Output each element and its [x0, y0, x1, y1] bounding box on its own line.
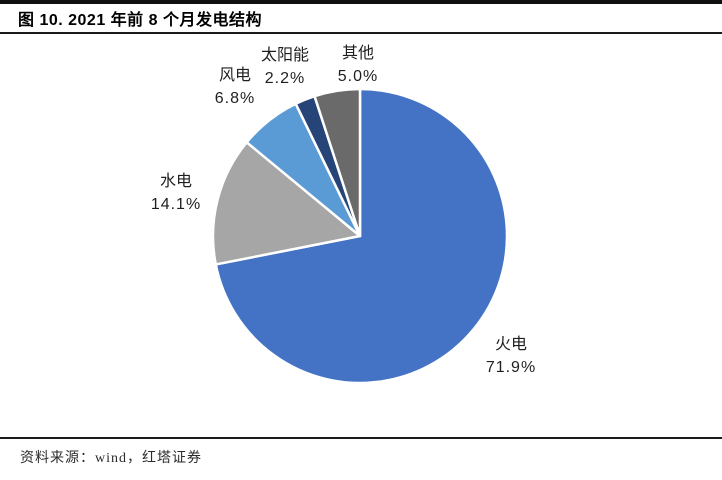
pie-label-thermal: 火电 71.9% — [456, 333, 566, 379]
pie-label-solar-pct: 2.2% — [264, 70, 306, 87]
pie-label-thermal-name: 火电 — [494, 336, 527, 353]
pie-label-other: 其他 5.0% — [303, 42, 413, 88]
pie-slice-1 — [211, 141, 362, 266]
pie-label-hydro-pct: 14.1% — [150, 196, 202, 213]
pie-label-hydro-name: 水电 — [159, 173, 192, 190]
pie-label-other-name: 其他 — [341, 45, 374, 62]
pie-label-hydro: 水电 14.1% — [121, 170, 231, 216]
title-divider-rule — [0, 32, 722, 34]
pie-label-other-pct: 5.0% — [337, 68, 379, 85]
pie-slice-0 — [214, 87, 509, 385]
pie-label-solar: 太阳能 2.2% — [230, 44, 340, 90]
pie-label-wind-pct: 6.8% — [214, 90, 256, 107]
pie-label-solar-name: 太阳能 — [260, 47, 309, 64]
pie-slice-4 — [313, 87, 362, 238]
pie-label-thermal-pct: 71.9% — [485, 359, 537, 376]
footer-rule — [0, 437, 722, 439]
top-rule — [0, 0, 722, 4]
pie-label-wind-name: 风电 — [218, 67, 251, 84]
source-note: 资料来源：wind，红塔证券 — [20, 451, 202, 466]
pie-label-wind: 风电 6.8% — [180, 64, 290, 110]
chart-title: 图 10. 2021 年前 8 个月发电结构 — [18, 12, 262, 29]
